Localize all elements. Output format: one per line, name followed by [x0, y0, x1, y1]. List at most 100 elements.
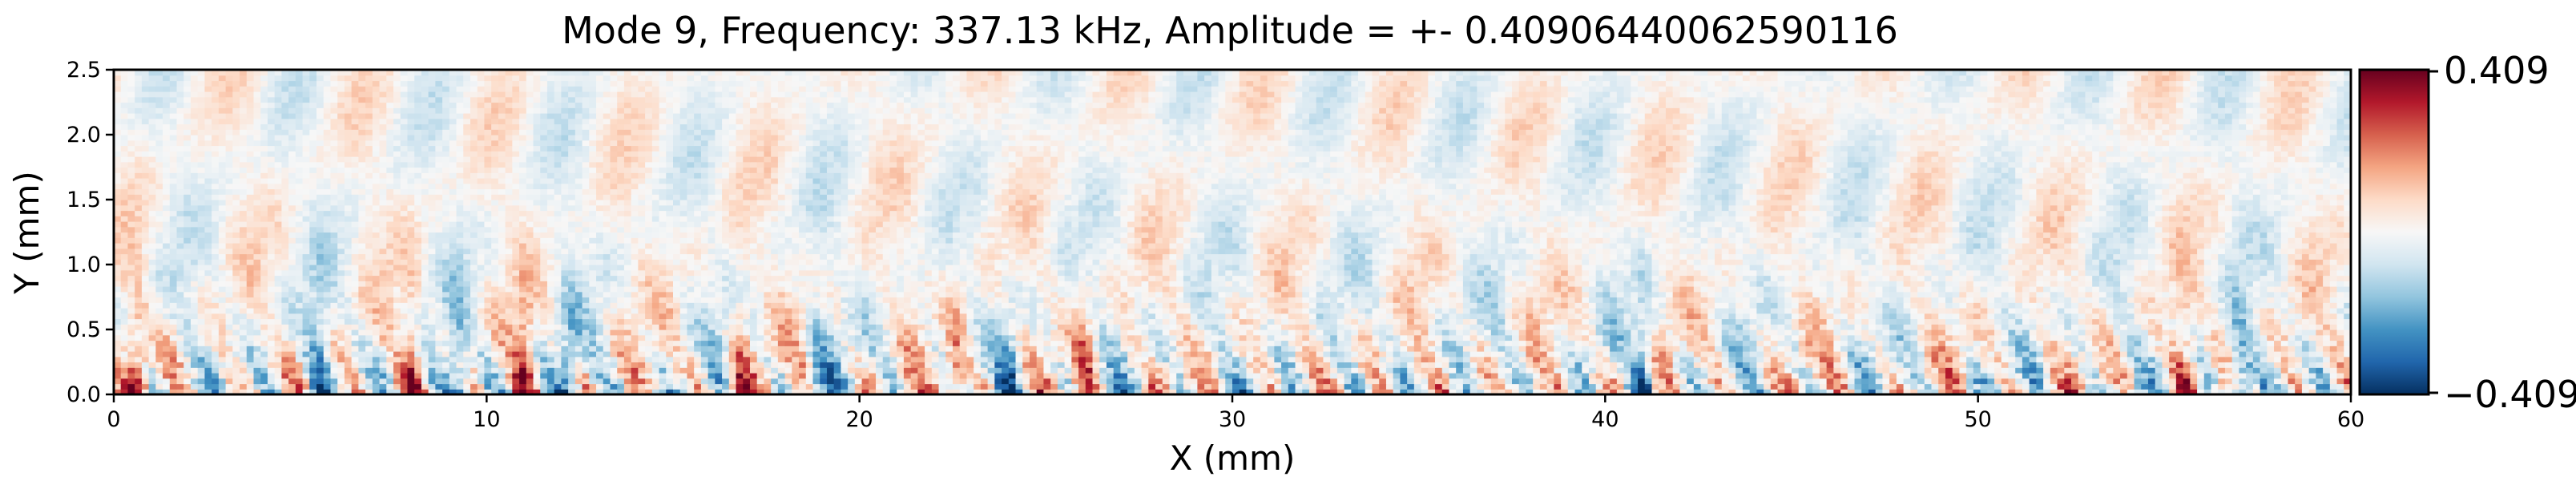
heatmap-cell	[876, 308, 884, 314]
heatmap-cell	[1022, 329, 1030, 336]
heatmap-cell	[897, 373, 905, 379]
heatmap-cell	[386, 389, 394, 395]
heatmap-cell	[351, 356, 359, 363]
heatmap-cell	[1792, 334, 1800, 341]
heatmap-cell	[1875, 362, 1884, 368]
heatmap-cell	[1896, 346, 1905, 352]
heatmap-cell	[1651, 378, 1659, 385]
heatmap-cell	[463, 378, 471, 385]
heatmap-cell	[687, 318, 695, 325]
heatmap-cell	[337, 318, 345, 325]
heatmap-cell	[2015, 367, 2023, 374]
heatmap-cell	[869, 308, 877, 314]
heatmap-cell	[2274, 340, 2282, 346]
heatmap-cell	[2211, 313, 2219, 320]
heatmap-cell	[1546, 356, 1554, 363]
heatmap-cell	[736, 373, 744, 379]
heatmap-cell	[533, 308, 541, 314]
heatmap-cell	[1812, 329, 1820, 336]
heatmap-cell	[212, 313, 220, 320]
heatmap-cell	[267, 313, 276, 320]
heatmap-cell	[1127, 308, 1135, 314]
heatmap-cell	[2036, 329, 2044, 336]
heatmap-cell	[1798, 373, 1807, 379]
heatmap-cell	[2336, 351, 2344, 358]
heatmap-cell	[281, 367, 289, 374]
heatmap-cell	[1490, 378, 1499, 385]
heatmap-cell	[2085, 318, 2093, 325]
heatmap-cell	[540, 373, 548, 379]
heatmap-cell	[764, 318, 772, 325]
heatmap-cell	[2106, 378, 2114, 385]
heatmap-cell	[491, 373, 499, 379]
heatmap-cell	[135, 308, 143, 314]
heatmap-cell	[1197, 356, 1205, 363]
heatmap-cell	[2197, 334, 2205, 341]
heatmap-cell	[190, 373, 199, 379]
heatmap-cell	[2134, 378, 2142, 385]
heatmap-cell	[1469, 378, 1477, 385]
heatmap-cell	[1190, 378, 1198, 385]
heatmap-cell	[820, 308, 828, 314]
heatmap-cell	[1008, 362, 1017, 368]
heatmap-cell	[596, 378, 604, 385]
heatmap-cell	[1385, 340, 1394, 346]
heatmap-cell	[841, 318, 849, 325]
heatmap-cell	[393, 378, 401, 385]
heatmap-cell	[2134, 367, 2142, 374]
heatmap-cell	[2274, 334, 2282, 341]
heatmap-cell	[805, 329, 814, 336]
heatmap-cell	[2316, 334, 2324, 341]
heatmap-cell	[1903, 356, 1911, 363]
heatmap-cell	[260, 378, 268, 385]
heatmap-cell	[910, 351, 918, 358]
heatmap-cell	[337, 313, 345, 320]
heatmap-cell	[1113, 340, 1121, 346]
heatmap-cell	[155, 362, 163, 368]
heatmap-cell	[2098, 313, 2107, 320]
heatmap-cell	[1036, 334, 1045, 341]
heatmap-cell	[393, 329, 401, 336]
heatmap-cell	[1651, 351, 1659, 358]
heatmap-cell	[1700, 346, 1708, 352]
heatmap-cell	[135, 329, 143, 336]
heatmap-cell	[756, 340, 765, 346]
heatmap-cell	[833, 367, 841, 374]
heatmap-cell	[1295, 383, 1303, 390]
heatmap-cell	[2323, 367, 2331, 374]
heatmap-cell	[1588, 351, 1597, 358]
heatmap-cell	[1707, 389, 1715, 395]
heatmap-cell	[1728, 346, 1736, 352]
heatmap-cell	[1288, 383, 1296, 390]
heatmap-cell	[764, 340, 772, 346]
heatmap-cell	[240, 362, 248, 368]
heatmap-cell	[1302, 356, 1310, 363]
heatmap-cell	[344, 373, 353, 379]
heatmap-cell	[1064, 346, 1072, 352]
heatmap-cell	[1428, 340, 1436, 346]
heatmap-cell	[1490, 329, 1499, 336]
heatmap-cell	[1385, 367, 1394, 374]
heatmap-cell	[414, 373, 422, 379]
heatmap-cell	[540, 329, 548, 336]
heatmap-cell	[1945, 329, 1953, 336]
heatmap-cell	[358, 313, 366, 320]
heatmap-cell	[1889, 318, 1897, 325]
heatmap-cell	[582, 329, 590, 336]
heatmap-cell	[953, 346, 961, 352]
heatmap-cell	[2175, 313, 2184, 320]
heatmap-cell	[1973, 389, 1981, 395]
heatmap-cell	[1323, 308, 1331, 314]
heatmap-cell	[2113, 329, 2121, 336]
heatmap-cell	[1413, 383, 1422, 390]
heatmap-cell	[659, 346, 667, 352]
heatmap-cell	[253, 324, 261, 330]
heatmap-cell	[1735, 351, 1744, 358]
heatmap-cell	[253, 346, 261, 352]
heatmap-cell	[2336, 389, 2344, 395]
heatmap-cell	[120, 367, 129, 374]
heatmap-cell	[421, 346, 429, 352]
heatmap-cell	[519, 329, 527, 336]
heatmap-cell	[833, 378, 841, 385]
heatmap-cell	[2260, 356, 2268, 363]
